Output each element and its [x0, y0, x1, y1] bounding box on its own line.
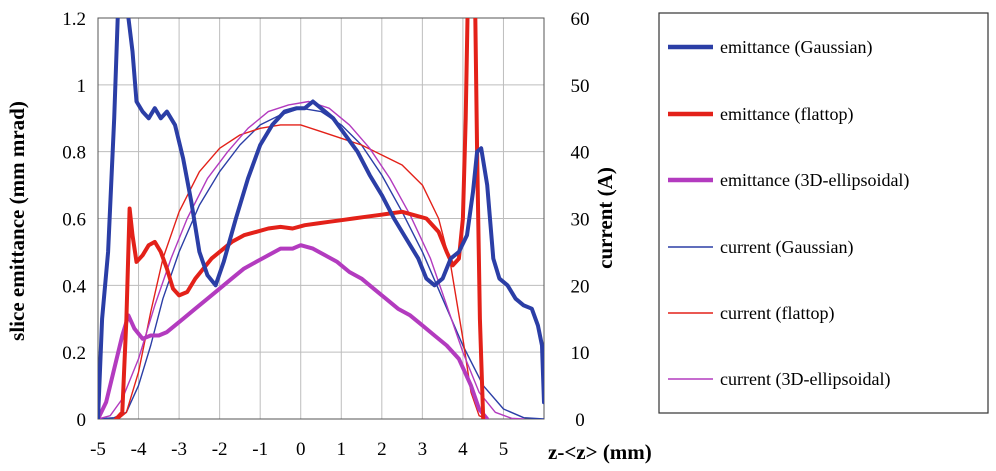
series-line-emittance-3d-ellipsoidal: [98, 243, 490, 419]
left-y-tick-label: 0.6: [62, 210, 86, 231]
left-y-tick-label: 1: [77, 76, 87, 97]
legend-label: emittance (3D-ellipsoidal): [720, 170, 909, 191]
right-y-tick-label: 40: [571, 143, 590, 164]
left-axis-title: slice emittance (mm mrad): [5, 101, 29, 341]
right-y-tick-label: 10: [571, 343, 590, 364]
x-tick-label: -5: [90, 439, 106, 460]
x-tick-label: 5: [499, 439, 509, 460]
legend-label: emittance (Gaussian): [720, 37, 872, 58]
right-y-tick-label: 0: [575, 410, 585, 431]
right-y-tick-label: 30: [571, 210, 590, 231]
x-tick-label: 2: [377, 439, 387, 460]
right-y-tick-label: 20: [571, 276, 590, 297]
x-tick-label: 1: [337, 439, 347, 460]
x-tick-label: -3: [171, 439, 187, 460]
left-y-tick-label: 0: [77, 410, 87, 431]
plot-frame: [97, 17, 545, 420]
legend-box: [658, 12, 989, 414]
right-y-tick-label: 50: [571, 76, 590, 97]
x-axis-title: z-<z> (mm): [548, 440, 652, 464]
left-y-tick-label: 0.8: [62, 143, 86, 164]
x-tick-label: 0: [296, 439, 306, 460]
legend-label: current (Gaussian): [720, 237, 853, 258]
x-tick-label: 3: [418, 439, 428, 460]
right-y-tick-label: 60: [571, 9, 590, 30]
x-tick-label: -4: [131, 439, 147, 460]
series-line-emittance-gaussian: [98, 18, 544, 419]
legend-label: current (3D-ellipsoidal): [720, 369, 890, 390]
x-tick-label: -1: [252, 439, 268, 460]
right-axis-ticks: 0 10 20 30 40 50 60: [571, 9, 590, 431]
right-axis-title: current (A): [593, 167, 617, 269]
x-axis-ticks: -5 -4 -3 -2 -1 0 1 2 3 4 5: [90, 439, 508, 460]
left-axis-ticks: 0 0.2 0.4 0.6 0.8 1 1.2: [62, 9, 86, 431]
series-line-current-3d-ellipsoidal: [98, 100, 525, 419]
series-line-emittance-flattop: [114, 18, 486, 419]
legend: emittance (Gaussian) emittance (flattop) e…: [668, 37, 909, 390]
legend-label: emittance (flattop): [720, 104, 853, 125]
left-y-tick-label: 0.4: [62, 276, 86, 297]
left-y-tick-label: 1.2: [62, 9, 86, 30]
series-line-current-flattop: [117, 124, 488, 419]
series-layer: [98, 18, 544, 419]
x-tick-label: -2: [212, 439, 228, 460]
legend-label: current (flattop): [720, 303, 834, 324]
x-tick-label: 4: [458, 439, 468, 460]
left-y-tick-label: 0.2: [62, 343, 86, 364]
